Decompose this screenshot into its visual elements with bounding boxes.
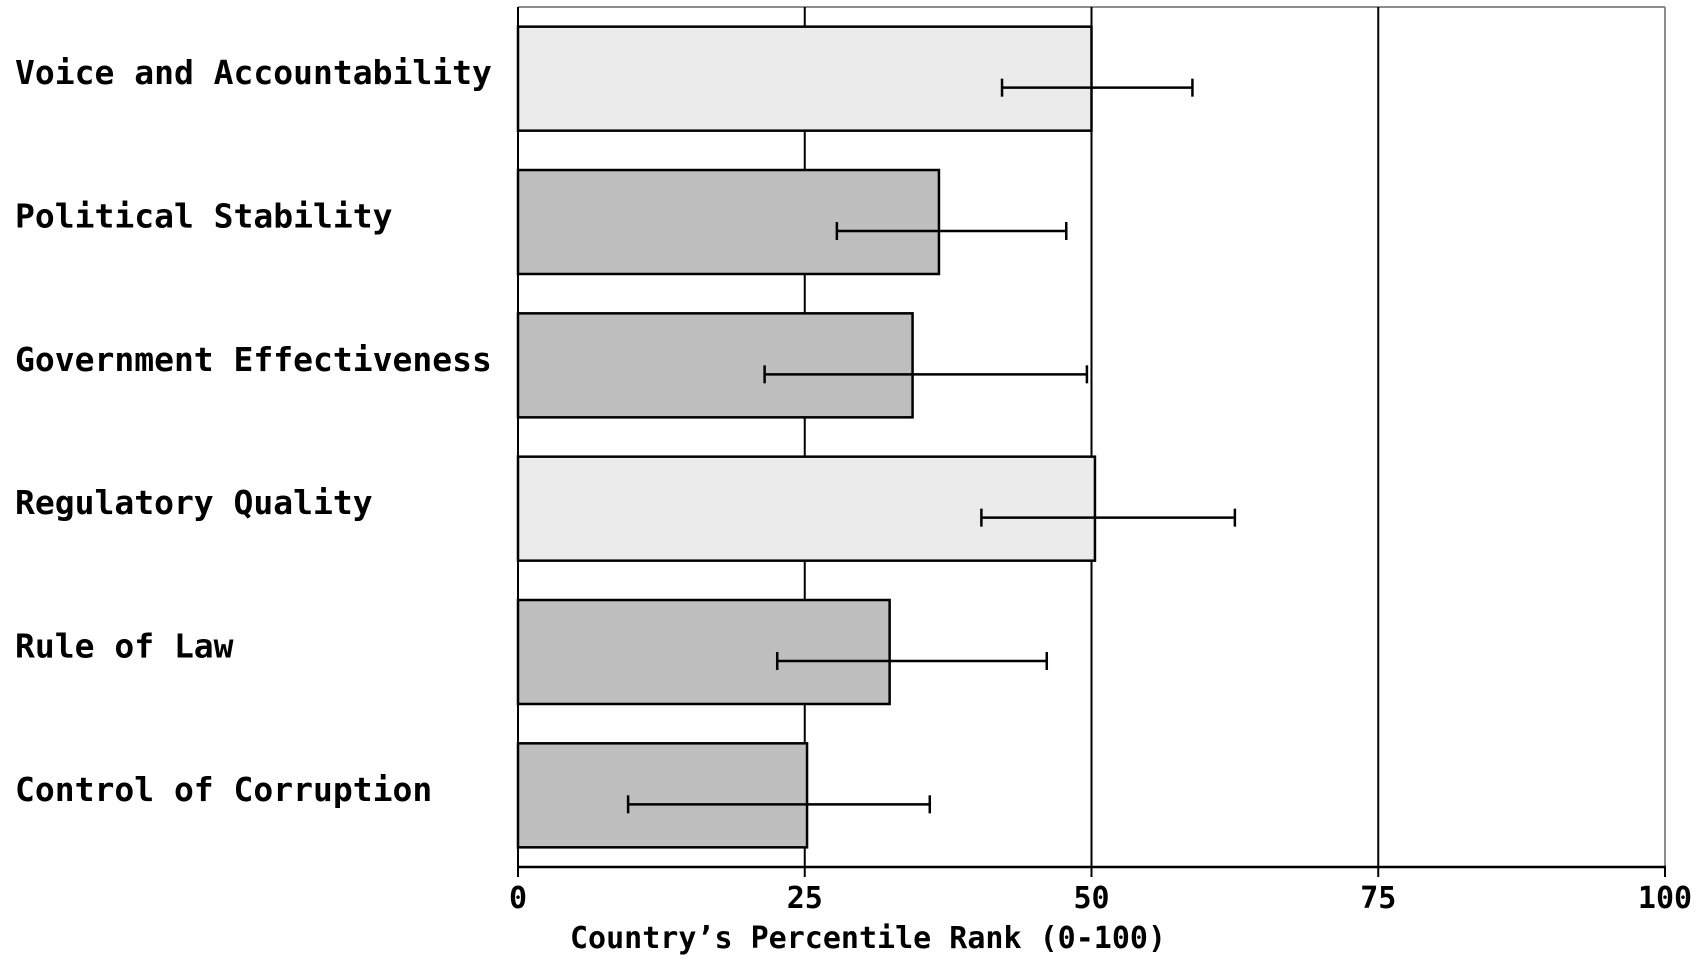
bar [516, 312, 914, 419]
bar [516, 455, 1097, 562]
category-label: Government Effectiveness [15, 340, 492, 379]
category-label: Control of Corruption [15, 770, 432, 809]
x-tick-label: 25 [787, 881, 823, 916]
category-label: Political Stability [15, 197, 393, 236]
category-label: Rule of Law [15, 627, 234, 666]
x-tick-label: 50 [1073, 881, 1109, 916]
x-tick-label: 75 [1360, 881, 1396, 916]
category-label: Voice and Accountability [15, 53, 492, 92]
bar [516, 168, 941, 276]
x-tick-label: 0 [509, 881, 527, 916]
bar [516, 742, 809, 849]
bar [516, 598, 891, 706]
x-tick-label: 100 [1638, 881, 1692, 916]
category-label: Regulatory Quality [15, 483, 373, 522]
x-axis-title: Country’s Percentile Rank (0-100) [570, 921, 1166, 956]
bar [516, 25, 1093, 132]
